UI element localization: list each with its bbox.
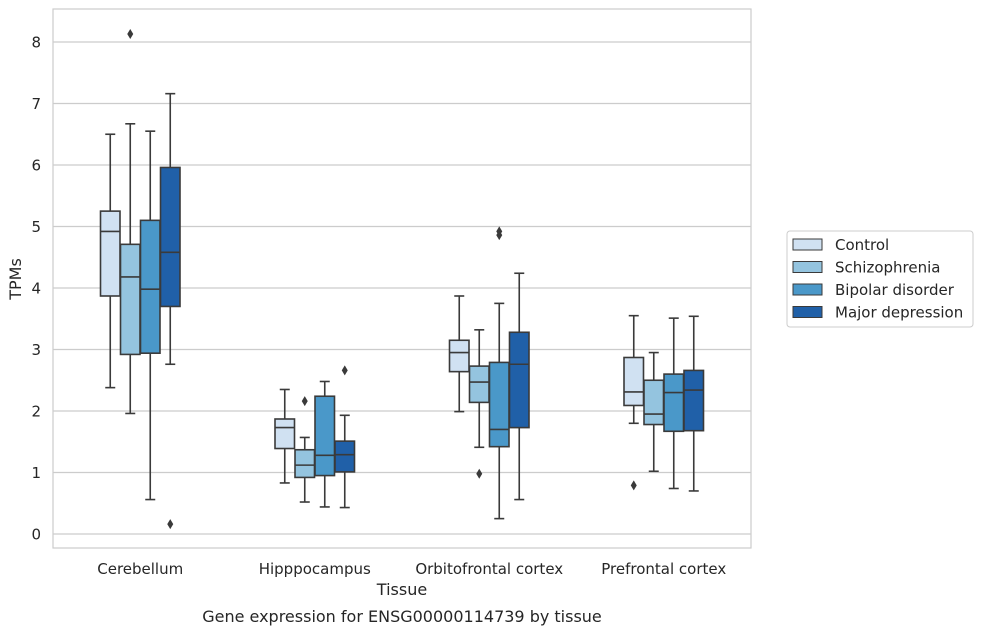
- y-tick-label: 0: [31, 526, 41, 544]
- box-major-depression: [683, 315, 705, 492]
- legend-swatch: [792, 306, 823, 318]
- box-body: [119, 243, 141, 356]
- legend: Control Schizophrenia Bipolar disorder Majo…: [786, 230, 974, 328]
- x-tick-label: Prefrontal cortex: [601, 560, 726, 578]
- box-control: [448, 295, 470, 413]
- box-schizophrenia: [643, 351, 665, 473]
- box-control: [99, 133, 121, 389]
- outlier-point: [341, 365, 348, 376]
- y-tick-label: 2: [31, 403, 41, 421]
- x-tick-label: Cerebellum: [97, 560, 183, 578]
- x-axis-ticks: Cerebellum Hipppocampus Orbitofrontal cort…: [97, 560, 726, 578]
- box-body: [643, 379, 665, 426]
- legend-swatch: [792, 283, 823, 296]
- box-body: [488, 361, 510, 448]
- box-control: [274, 388, 296, 484]
- box-body: [274, 418, 296, 450]
- x-axis-label: Tissue: [376, 580, 427, 599]
- box-major-depression: [508, 272, 530, 501]
- box-body: [468, 365, 490, 404]
- y-axis-label: TPMs: [6, 258, 25, 301]
- legend-label: Schizophrenia: [835, 259, 940, 277]
- box-body: [159, 166, 181, 308]
- box-bipolar-disorder: [314, 380, 336, 508]
- legend-label: Bipolar disorder: [835, 281, 955, 299]
- box-series: [99, 29, 705, 530]
- gridlines: [53, 41, 751, 535]
- box-body: [448, 339, 470, 373]
- box-bipolar-disorder: [488, 226, 510, 520]
- y-tick-label: 8: [31, 34, 41, 52]
- box-major-depression: [159, 92, 181, 530]
- box-major-depression: [334, 365, 356, 509]
- legend-swatch: [792, 238, 823, 251]
- box-bipolar-disorder: [663, 317, 685, 490]
- legend-frame: [786, 230, 974, 328]
- legend-label: Control: [835, 236, 889, 254]
- legend-swatch: [792, 261, 823, 273]
- y-tick-label: 6: [31, 157, 41, 175]
- box-body: [99, 210, 121, 297]
- outlier-point: [496, 226, 503, 237]
- legend-label: Major depression: [835, 304, 963, 322]
- box-control: [623, 314, 645, 491]
- y-tick-label: 4: [31, 280, 41, 298]
- outlier-point: [127, 29, 134, 40]
- box-body: [139, 219, 161, 354]
- box-body: [314, 395, 336, 477]
- chart-title: Gene expression for ENSG00000114739 by t…: [202, 607, 602, 626]
- outlier-point: [476, 468, 483, 479]
- box-bipolar-disorder: [139, 130, 161, 501]
- box-schizophrenia: [294, 396, 316, 503]
- box-schizophrenia: [119, 29, 141, 415]
- x-tick-label: Orbitofrontal cortex: [415, 560, 563, 578]
- box-body: [623, 356, 645, 407]
- x-tick-label: Hipppocampus: [259, 560, 371, 578]
- y-axis-ticks: 0 1 2 3 4 5 6 7 8: [31, 34, 41, 544]
- y-tick-label: 1: [31, 464, 41, 482]
- box-body: [663, 373, 685, 433]
- outlier-point: [167, 519, 174, 530]
- box-body: [683, 369, 705, 432]
- y-tick-label: 7: [31, 95, 41, 113]
- box-schizophrenia: [468, 329, 490, 479]
- box-body: [294, 448, 316, 479]
- outlier-point: [301, 396, 308, 407]
- box-body: [334, 440, 356, 473]
- box-body: [508, 331, 530, 429]
- y-tick-label: 5: [31, 218, 41, 236]
- y-tick-label: 3: [31, 341, 41, 359]
- outlier-point: [630, 480, 637, 491]
